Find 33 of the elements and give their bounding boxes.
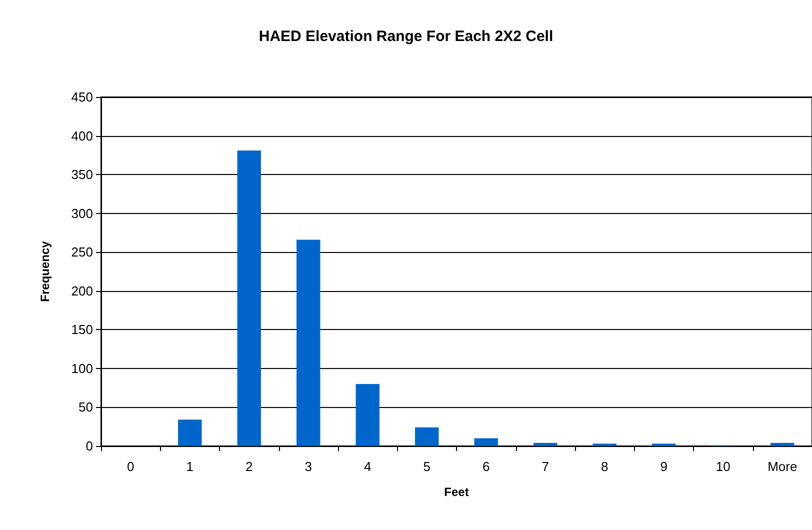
x-tick-label: More bbox=[768, 459, 798, 474]
bar bbox=[178, 420, 202, 446]
y-tick-label: 0 bbox=[86, 438, 93, 454]
bar bbox=[296, 240, 320, 446]
y-tick-label: 50 bbox=[78, 400, 93, 415]
x-tick-label: 7 bbox=[542, 459, 549, 474]
y-tick-label: 100 bbox=[71, 360, 93, 376]
x-tick-label: 5 bbox=[423, 459, 430, 474]
y-tick-label: 250 bbox=[71, 244, 93, 260]
x-tick-label: 0 bbox=[127, 459, 134, 474]
bar bbox=[770, 442, 794, 446]
y-tick-label: 200 bbox=[71, 283, 93, 298]
y-tick-label: 450 bbox=[71, 90, 93, 104]
x-tick-label: 2 bbox=[246, 459, 253, 474]
y-tick-label: 400 bbox=[71, 128, 93, 144]
y-tick-label: 300 bbox=[71, 206, 93, 221]
y-axis-title: Frequency bbox=[38, 240, 52, 302]
x-tick-label: 4 bbox=[364, 459, 372, 474]
x-axis-title: Feet bbox=[444, 485, 469, 499]
y-tick-label: 350 bbox=[71, 167, 93, 182]
chart-title: HAED Elevation Range For Each 2X2 Cell bbox=[258, 28, 554, 45]
x-tick-label: 10 bbox=[716, 459, 730, 474]
x-tick-label: 3 bbox=[304, 459, 312, 474]
bar bbox=[474, 438, 498, 446]
x-tick-label: 9 bbox=[660, 459, 668, 474]
x-tick-label: 8 bbox=[601, 459, 608, 474]
x-tick-label: 1 bbox=[186, 459, 194, 474]
y-tick-label: 150 bbox=[71, 322, 93, 338]
bar bbox=[237, 150, 261, 446]
bar bbox=[534, 442, 558, 446]
bar bbox=[415, 427, 439, 446]
bar bbox=[356, 384, 380, 446]
x-tick-label: 6 bbox=[482, 459, 490, 474]
